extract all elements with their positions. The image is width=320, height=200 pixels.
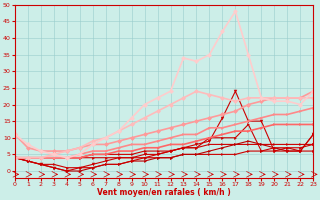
- X-axis label: Vent moyen/en rafales ( km/h ): Vent moyen/en rafales ( km/h ): [97, 188, 231, 197]
